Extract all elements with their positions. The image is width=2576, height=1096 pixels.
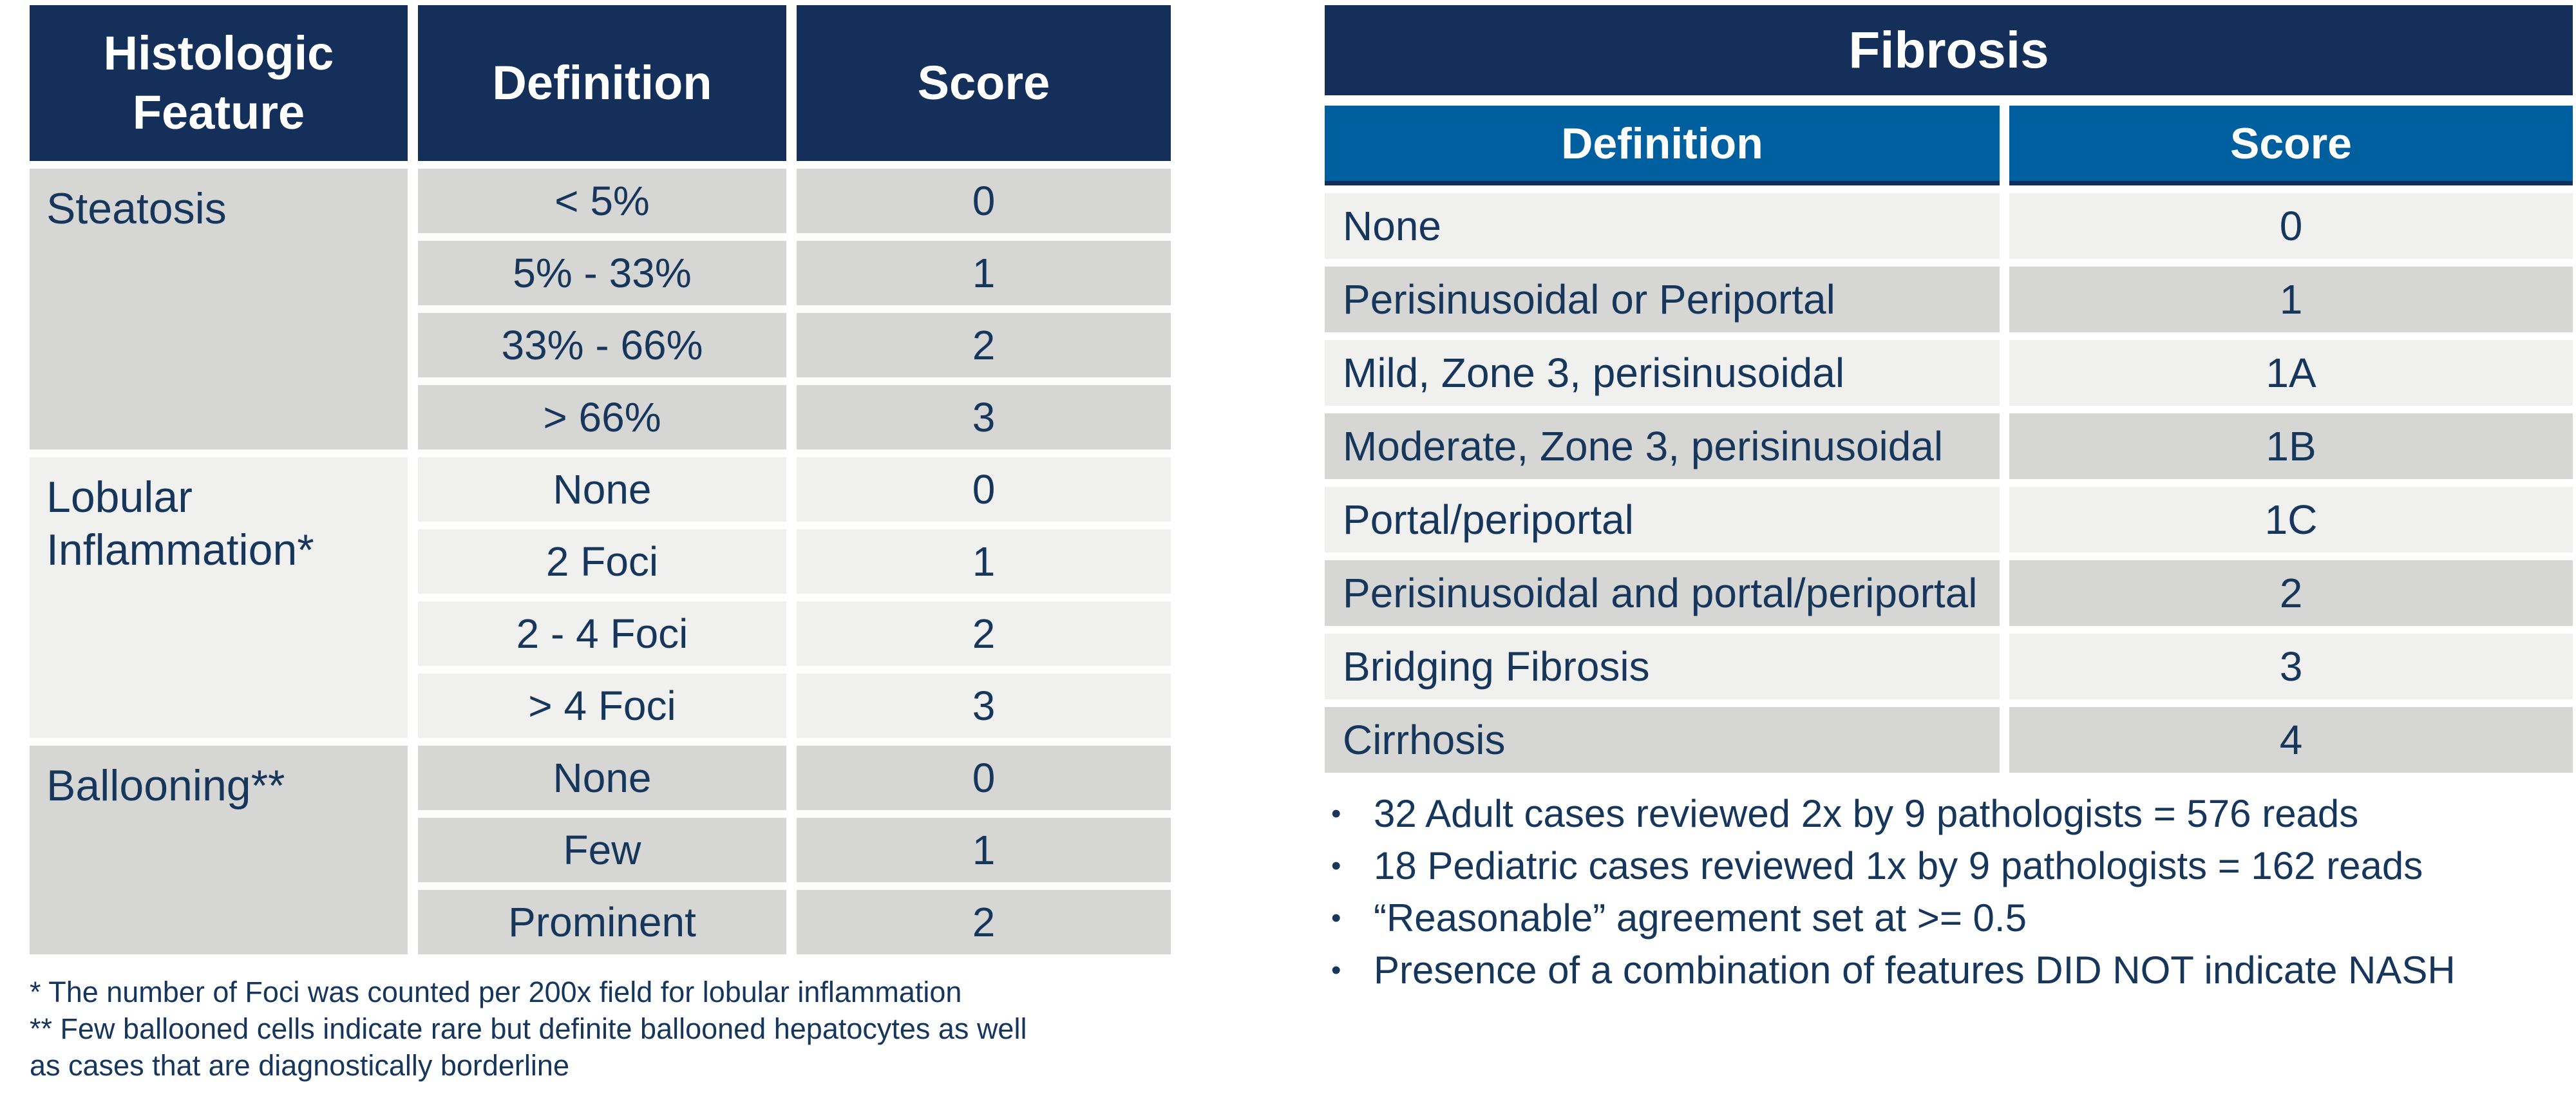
feature-cell-lobular-inflammation: Lobular Inflammation* (30, 457, 408, 738)
fibrosis-header-definition: Definition (1325, 106, 2000, 185)
histologic-feature-table: Histologic Feature Definition Score Stea… (30, 5, 1171, 954)
fibrosis-definition-cell: Portal/periportal (1325, 487, 2000, 553)
fibrosis-score-cell: 1C (2009, 487, 2573, 553)
fibrosis-score-cell: 3 (2009, 634, 2573, 699)
fibrosis-score-cell: 0 (2009, 193, 2573, 259)
bullet-list: • 32 Adult cases reviewed 2x by 9 pathol… (1325, 793, 2575, 1002)
bullet-marker: • (1331, 850, 1341, 882)
bullet-text: 32 Adult cases reviewed 2x by 9 patholog… (1374, 792, 2359, 835)
definition-cell: 2 - 4 Foci (418, 601, 786, 666)
bullet-item: • “Reasonable” agreement set at >= 0.5 (1325, 898, 2575, 939)
fibrosis-definition-cell: Perisinusoidal or Periportal (1325, 267, 2000, 332)
score-cell: 1 (797, 529, 1171, 594)
bullet-marker: • (1331, 902, 1341, 934)
bullet-item: • 18 Pediatric cases reviewed 1x by 9 pa… (1325, 846, 2575, 887)
definition-cell: 2 Foci (418, 529, 786, 594)
left-table-header-feature: Histologic Feature (30, 5, 408, 161)
left-table-header-definition: Definition (418, 5, 786, 161)
bullet-marker: • (1331, 954, 1341, 986)
bullet-text: Presence of a combination of features DI… (1374, 949, 2456, 992)
footnote-line: * The number of Foci was counted per 200… (30, 976, 962, 1008)
feature-cell-ballooning: Ballooning** (30, 746, 408, 954)
score-cell: 0 (797, 169, 1171, 233)
fibrosis-score-cell: 4 (2009, 707, 2573, 773)
fibrosis-table: Definition Score None 0 Perisinusoidal o… (1325, 106, 2573, 773)
bullet-item: • 32 Adult cases reviewed 2x by 9 pathol… (1325, 793, 2575, 835)
score-cell: 2 (797, 601, 1171, 666)
definition-cell: 5% - 33% (418, 241, 786, 305)
fibrosis-definition-cell: Perisinusoidal and portal/periportal (1325, 560, 2000, 626)
fibrosis-score-cell: 1A (2009, 340, 2573, 406)
score-cell: 2 (797, 313, 1171, 377)
definition-cell: 33% - 66% (418, 313, 786, 377)
fibrosis-table-title: Fibrosis (1325, 5, 2573, 95)
bullet-text: “Reasonable” agreement set at >= 0.5 (1374, 896, 2027, 940)
score-cell: 3 (797, 385, 1171, 449)
definition-cell: Prominent (418, 890, 786, 954)
score-cell: 2 (797, 890, 1171, 954)
fibrosis-definition-cell: Moderate, Zone 3, perisinusoidal (1325, 413, 2000, 479)
feature-cell-steatosis: Steatosis (30, 169, 408, 449)
bullet-text: 18 Pediatric cases reviewed 1x by 9 path… (1374, 844, 2423, 887)
definition-cell: > 4 Foci (418, 674, 786, 738)
definition-cell: < 5% (418, 169, 786, 233)
bullet-marker: • (1331, 798, 1341, 829)
fibrosis-definition-cell: Mild, Zone 3, perisinusoidal (1325, 340, 2000, 406)
footnotes: * The number of Foci was counted per 200… (30, 974, 1227, 1084)
fibrosis-definition-cell: Cirrhosis (1325, 707, 2000, 773)
score-cell: 1 (797, 241, 1171, 305)
fibrosis-definition-cell: None (1325, 193, 2000, 259)
footnote-line: as cases that are diagnostically borderl… (30, 1049, 569, 1082)
footnote-line: ** Few ballooned cells indicate rare but… (30, 1012, 1027, 1045)
bullet-item: • Presence of a combination of features … (1325, 950, 2575, 991)
score-cell: 3 (797, 674, 1171, 738)
left-table-header-score: Score (797, 5, 1171, 161)
definition-cell: > 66% (418, 385, 786, 449)
definition-cell: None (418, 457, 786, 522)
fibrosis-score-cell: 1 (2009, 267, 2573, 332)
score-cell: 0 (797, 457, 1171, 522)
definition-cell: Few (418, 818, 786, 882)
fibrosis-score-cell: 2 (2009, 560, 2573, 626)
score-cell: 0 (797, 746, 1171, 810)
score-cell: 1 (797, 818, 1171, 882)
fibrosis-header-score: Score (2009, 106, 2573, 185)
fibrosis-definition-cell: Bridging Fibrosis (1325, 634, 2000, 699)
definition-cell: None (418, 746, 786, 810)
fibrosis-score-cell: 1B (2009, 413, 2573, 479)
